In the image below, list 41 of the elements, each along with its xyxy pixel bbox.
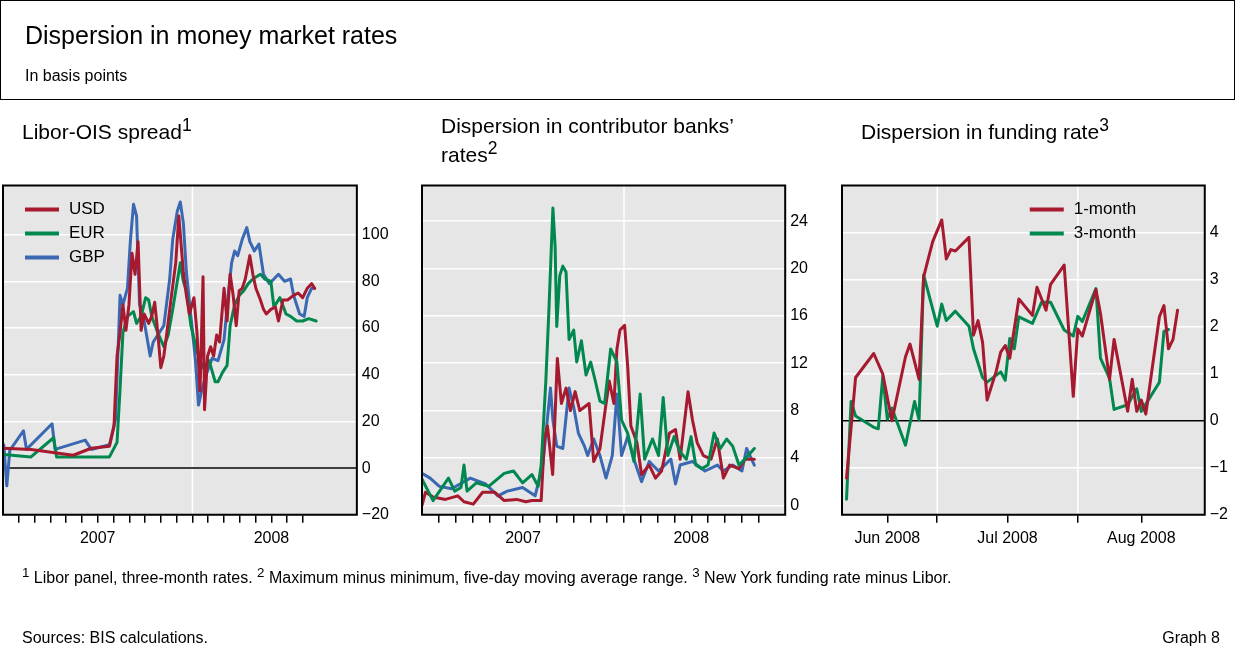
y-tick-label: 20 (361, 411, 380, 429)
text: $^{1}$ Libor panel, three-month rates. $^{2}$ Maximum minus minimum, five-day moving average range. $^{3}$ New York funding rate minus Libor. (22, 564, 953, 589)
legend-label: EUR (69, 223, 105, 243)
x-tick-label: Aug 2008 (1107, 528, 1176, 546)
y-tick-label: 0 (790, 495, 800, 513)
y-tick-label: 24 (790, 211, 809, 229)
y-tick-label: 4 (1209, 223, 1219, 241)
y-tick-label: 1 (1209, 364, 1219, 382)
x-tick-label: 2008 (253, 528, 290, 546)
x-tick-label: 2007 (505, 528, 541, 546)
source-note: Sources: BIS calculations. (22, 629, 208, 647)
y-tick-label: 4 (790, 448, 800, 466)
text: Dispersion in money market rates (25, 21, 398, 50)
x-tick-label: 2008 (673, 528, 710, 546)
x-tick-label: Jul 2008 (977, 528, 1038, 546)
chart-title: Dispersion in funding rate$^{3}$ (861, 114, 1110, 143)
y-tick-label: 80 (361, 271, 380, 289)
y-tick-label: −2 (1209, 505, 1229, 523)
x-tick-label: Jun 2008 (854, 528, 921, 546)
y-tick-label: −20 (361, 505, 390, 523)
y-tick-label: 20 (790, 258, 809, 276)
legend-label: 3-month (1073, 223, 1137, 243)
legend-label: 1-month (1073, 199, 1137, 219)
text: In basis points (25, 67, 128, 85)
y-tick-label: −1 (1209, 458, 1229, 476)
legend-label: GBP (69, 247, 105, 267)
legend-label: USD (69, 199, 105, 219)
y-tick-label: 0 (1209, 411, 1219, 429)
y-tick-label: 12 (790, 353, 809, 371)
x-tick-label: 2007 (79, 528, 116, 546)
y-tick-label: 40 (361, 365, 380, 383)
chart-title: Dispersion in contributor banks’ rates$^{2}$ (441, 114, 735, 166)
y-tick-label: 2 (1209, 317, 1219, 335)
y-tick-label: 3 (1209, 270, 1219, 288)
y-tick-label: 0 (361, 458, 371, 476)
y-tick-label: 60 (361, 318, 380, 336)
caption: Graph 8 (1162, 629, 1220, 647)
chart-title: Libor-OIS spread$^{1}$ (22, 114, 193, 143)
y-tick-label: 8 (790, 401, 800, 418)
y-tick-label: 16 (790, 306, 809, 324)
y-tick-label: 100 (361, 225, 389, 243)
